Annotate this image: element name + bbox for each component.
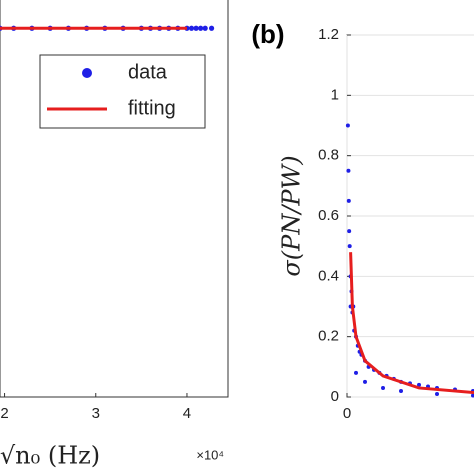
legend-label: data [128,61,168,83]
data-point [347,229,352,234]
y-tick-label: 1.2 [318,26,339,43]
y-tick-label: 0.4 [318,267,339,284]
y-tick-label: 0.8 [318,147,339,164]
data-point [198,25,204,31]
x-axis-label: √n₀ (Hz) [0,442,100,470]
data-point [346,198,351,203]
legend-box [39,54,206,129]
data-point [471,393,474,398]
y-axis-label: σ(PN/PW) [278,155,306,276]
data-point [381,385,385,390]
data-point [435,391,439,396]
legend-swatch [82,68,92,78]
x-tick-label: 0 [343,405,351,422]
data-point [346,168,351,173]
data-point [345,123,350,128]
data-point [417,382,421,387]
y-tick-label: 0 [331,388,339,405]
x-tick-label: 4 [183,405,191,422]
x-tick-label: 3 [92,405,100,422]
y-tick-label: 0.6 [318,207,339,224]
data-point [208,25,215,31]
fit-line [349,252,474,395]
data-point [363,379,367,384]
x-tick-label: 2 [0,405,8,422]
panel-label: (b) [251,19,284,49]
data-point [354,370,358,375]
x-multiplier: ×10⁴ [196,447,224,462]
data-point [188,25,195,31]
y-tick-label: 1 [331,86,339,103]
data-point [202,25,208,31]
data-point [347,244,352,249]
y-tick-label: 0.2 [318,328,339,345]
data-point [193,25,199,31]
data-point [399,388,403,393]
legend: data fitting [39,54,206,129]
legend-label: fitting [128,97,176,119]
